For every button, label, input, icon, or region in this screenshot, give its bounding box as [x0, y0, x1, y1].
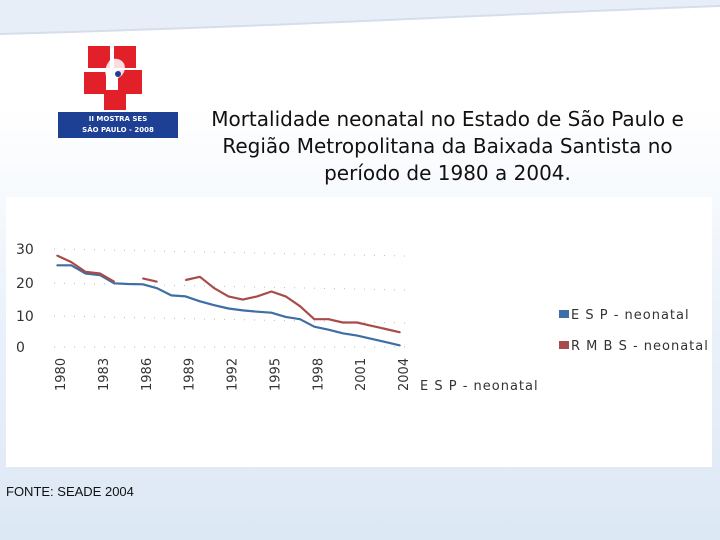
legend-swatch [559, 310, 569, 318]
data-point [199, 276, 201, 278]
data-point [370, 325, 373, 327]
legend-label: R M B S - neonatal [571, 339, 709, 354]
data-point [399, 344, 401, 347]
page-title: Mortalidade neonatal no Estado de São Pa… [180, 106, 715, 187]
data-point [399, 331, 401, 334]
data-point [99, 272, 101, 275]
data-point [56, 264, 58, 267]
data-point [184, 279, 187, 281]
data-point [284, 316, 287, 318]
data-point [342, 321, 344, 324]
data-point [327, 328, 330, 331]
data-point [256, 295, 258, 298]
source-footer: FONTE: SEADE 2004 [6, 484, 134, 499]
data-point [127, 283, 130, 285]
data-point [256, 310, 258, 313]
logo-line-2: SÃO PAULO - 2008 [82, 126, 154, 134]
y-tick-label: 30 [16, 242, 34, 258]
logo-line-1: II MOSTRA SES [88, 115, 148, 123]
title-line-3: período de 1980 a 2004. [324, 161, 571, 185]
data-point [313, 325, 316, 328]
data-point [327, 318, 330, 320]
x-axis-ticks: 1980 1983 1986 1989 1992 1995 1998 2001 2004 [54, 358, 412, 391]
data-point [270, 311, 273, 314]
data-point [242, 298, 244, 301]
data-point [56, 254, 58, 257]
logo-caption: II MOSTRA SES SÃO PAULO - 2008 [58, 112, 178, 138]
data-point [242, 309, 244, 312]
data-point [299, 305, 301, 307]
data-point [156, 287, 158, 289]
x-tick-label: 2001 [354, 358, 369, 391]
gridline [53, 282, 407, 291]
legend-swatch [559, 341, 569, 349]
x-tick-label: 1983 [97, 358, 112, 391]
title-line-1: Mortalidade neonatal no Estado de São Pa… [211, 107, 684, 131]
data-point [299, 318, 301, 320]
data-point [84, 271, 87, 273]
data-point [342, 332, 344, 335]
data-point [84, 272, 87, 275]
x-tick-label: 1992 [226, 358, 241, 391]
data-point [270, 290, 273, 293]
data-point [384, 328, 387, 330]
data-point [384, 341, 387, 343]
data-point [113, 282, 115, 285]
y-tick-label: 10 [16, 309, 34, 325]
data-point [142, 277, 144, 280]
data-point [170, 294, 173, 297]
top-swoosh-decoration [0, 0, 720, 35]
legend: E S P - neonatal R M B S - neonatal [559, 308, 709, 354]
y-tick-label: 20 [16, 276, 34, 292]
data-point [227, 295, 230, 298]
data-point [284, 295, 287, 298]
x-tick-label: 2004 [397, 358, 412, 391]
x-axis-series-label: E S P - neonatal [420, 379, 539, 394]
chart-panel: 30 20 10 0 1980 1983 1986 1989 1992 1995 1998 2001… [6, 197, 712, 467]
data-point [370, 338, 373, 340]
series-line-rmbs [56, 254, 401, 334]
x-tick-label: 1995 [268, 358, 283, 391]
x-tick-label: 1989 [183, 358, 198, 391]
data-point [142, 283, 144, 286]
data-point [113, 280, 115, 283]
data-point [70, 264, 73, 267]
x-tick-label: 1986 [140, 358, 155, 391]
data-point [356, 321, 358, 324]
data-point [184, 295, 187, 298]
series-lines [56, 254, 401, 347]
data-point [199, 300, 201, 303]
legend-label: E S P - neonatal [571, 308, 690, 323]
x-tick-label: 1998 [311, 358, 326, 391]
data-point [70, 261, 73, 263]
y-axis-ticks: 30 20 10 0 [16, 242, 34, 356]
data-point [213, 287, 215, 289]
gridlines [53, 248, 407, 348]
y-tick-label: 0 [16, 340, 25, 356]
data-point [213, 304, 215, 306]
red-cross-logo-icon [84, 46, 142, 110]
data-point [356, 334, 358, 337]
data-point [227, 307, 230, 310]
event-logo [58, 40, 178, 140]
x-tick-label: 1980 [54, 358, 69, 391]
gridline [53, 248, 407, 257]
line-chart: 30 20 10 0 1980 1983 1986 1989 1992 1995 1998 2001… [16, 242, 709, 394]
data-point [313, 318, 316, 320]
data-point [156, 280, 158, 283]
title-line-2: Região Metropolitana da Baixada Santista… [222, 134, 673, 158]
